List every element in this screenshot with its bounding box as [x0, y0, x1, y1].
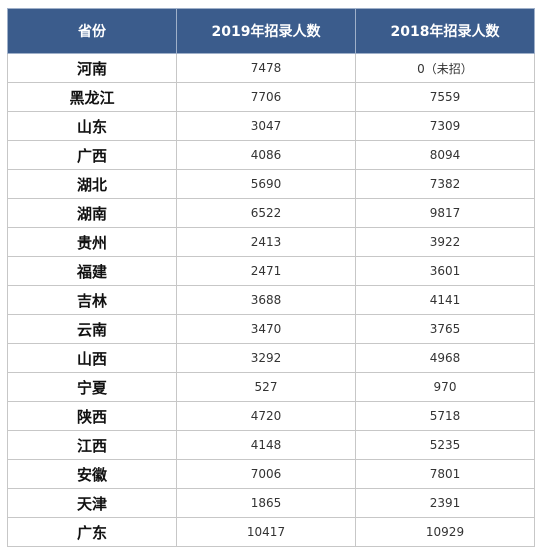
count-2019-cell: 4148 [176, 430, 356, 460]
table-row: 贵州 2413 3922 [7, 227, 535, 257]
header-province: 省份 [7, 8, 177, 54]
count-2019-cell: 7006 [176, 459, 356, 489]
count-2018-cell: 7382 [355, 169, 535, 199]
province-cell: 湖北 [7, 169, 177, 199]
table-row: 山西 3292 4968 [7, 343, 535, 373]
province-cell: 广西 [7, 140, 177, 170]
province-cell: 天津 [7, 488, 177, 518]
count-2019-cell: 4086 [176, 140, 356, 170]
count-2019-cell: 6522 [176, 198, 356, 228]
count-2018-cell: 4968 [355, 343, 535, 373]
province-cell: 陕西 [7, 401, 177, 431]
count-2018-cell: 0（未招） [355, 53, 535, 83]
count-2018-cell: 9817 [355, 198, 535, 228]
province-cell: 广东 [7, 517, 177, 547]
count-2019-cell: 7706 [176, 82, 356, 112]
province-cell: 安徽 [7, 459, 177, 489]
table-body: 河南 7478 0（未招） 黑龙江 7706 7559 山东 3047 7309 广西 4086 80… [7, 53, 535, 547]
table-row: 广东 10417 10929 [7, 517, 535, 547]
table-row: 广西 4086 8094 [7, 140, 535, 170]
count-2018-cell: 970 [355, 372, 535, 402]
table-row: 云南 3470 3765 [7, 314, 535, 344]
table-row: 安徽 7006 7801 [7, 459, 535, 489]
table-row: 黑龙江 7706 7559 [7, 82, 535, 112]
table-row: 湖北 5690 7382 [7, 169, 535, 199]
count-2018-cell: 10929 [355, 517, 535, 547]
count-2019-cell: 527 [176, 372, 356, 402]
table-row: 吉林 3688 4141 [7, 285, 535, 315]
count-2019-cell: 7478 [176, 53, 356, 83]
count-2018-cell: 5718 [355, 401, 535, 431]
province-cell: 山东 [7, 111, 177, 141]
count-2019-cell: 10417 [176, 517, 356, 547]
header-row: 省份 2019年招录人数 2018年招录人数 [7, 8, 535, 54]
table-row: 湖南 6522 9817 [7, 198, 535, 228]
province-cell: 黑龙江 [7, 82, 177, 112]
count-2018-cell: 3601 [355, 256, 535, 286]
province-cell: 山西 [7, 343, 177, 373]
count-2019-cell: 5690 [176, 169, 356, 199]
count-2019-cell: 3292 [176, 343, 356, 373]
province-cell: 福建 [7, 256, 177, 286]
header-2019-count: 2019年招录人数 [176, 8, 356, 54]
table-row: 陕西 4720 5718 [7, 401, 535, 431]
header-2018-count: 2018年招录人数 [355, 8, 535, 54]
table-row: 江西 4148 5235 [7, 430, 535, 460]
province-cell: 贵州 [7, 227, 177, 257]
province-cell: 河南 [7, 53, 177, 83]
province-cell: 吉林 [7, 285, 177, 315]
table-row: 福建 2471 3601 [7, 256, 535, 286]
count-2019-cell: 2413 [176, 227, 356, 257]
count-2019-cell: 3688 [176, 285, 356, 315]
table-row: 宁夏 527 970 [7, 372, 535, 402]
count-2019-cell: 2471 [176, 256, 356, 286]
recruitment-table: 省份 2019年招录人数 2018年招录人数 河南 7478 0（未招） 黑龙江 770… [7, 8, 535, 547]
count-2019-cell: 3470 [176, 314, 356, 344]
table-row: 天津 1865 2391 [7, 488, 535, 518]
count-2018-cell: 7559 [355, 82, 535, 112]
table-row: 山东 3047 7309 [7, 111, 535, 141]
count-2018-cell: 7309 [355, 111, 535, 141]
count-2018-cell: 8094 [355, 140, 535, 170]
table-row: 河南 7478 0（未招） [7, 53, 535, 83]
count-2019-cell: 3047 [176, 111, 356, 141]
table-header: 省份 2019年招录人数 2018年招录人数 [7, 8, 535, 54]
province-cell: 云南 [7, 314, 177, 344]
count-2018-cell: 5235 [355, 430, 535, 460]
count-2018-cell: 2391 [355, 488, 535, 518]
count-2018-cell: 3922 [355, 227, 535, 257]
count-2018-cell: 7801 [355, 459, 535, 489]
count-2019-cell: 1865 [176, 488, 356, 518]
province-cell: 宁夏 [7, 372, 177, 402]
province-cell: 江西 [7, 430, 177, 460]
count-2019-cell: 4720 [176, 401, 356, 431]
count-2018-cell: 4141 [355, 285, 535, 315]
count-2018-cell: 3765 [355, 314, 535, 344]
province-cell: 湖南 [7, 198, 177, 228]
